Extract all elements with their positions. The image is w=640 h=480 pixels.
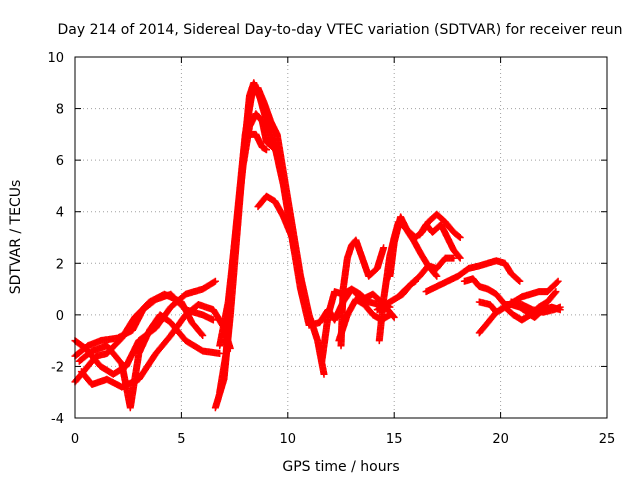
satellite-track-4	[75, 311, 224, 412]
satellite-track-19	[422, 257, 524, 296]
satellite-track-13	[337, 236, 388, 350]
data-point-marker	[198, 330, 206, 338]
data-point-marker	[386, 311, 394, 319]
data-point-marker	[516, 277, 524, 285]
x-tick-label: 5	[177, 432, 185, 447]
data-point-marker	[263, 146, 270, 154]
data-point-marker	[380, 244, 388, 252]
data-series	[71, 79, 564, 412]
satellite-track-9	[246, 130, 270, 154]
data-point-marker	[450, 254, 458, 262]
data-point-marker	[554, 277, 562, 285]
data-point-marker	[272, 147, 280, 155]
data-point-marker	[390, 313, 398, 321]
data-point-marker	[456, 234, 464, 241]
data-point-marker	[455, 253, 463, 261]
satellite-track-18	[373, 277, 419, 314]
y-tick-label: 6	[56, 154, 64, 169]
data-point-marker	[432, 271, 440, 279]
plot-frame	[74, 56, 608, 419]
data-point-marker	[552, 288, 560, 296]
satellite-track-24	[522, 303, 564, 321]
x-tick-label: 10	[280, 432, 297, 447]
y-tick-label: 4	[56, 206, 64, 221]
x-tick-label: 15	[386, 432, 403, 447]
y-axis-label: SDTVAR / TECUs	[8, 180, 24, 295]
data-point-marker	[515, 277, 523, 284]
y-tick-label: -4	[51, 412, 64, 427]
x-axis-label: GPS time / hours	[282, 459, 399, 475]
data-point-marker	[412, 277, 419, 285]
data-point-marker	[551, 289, 559, 297]
y-tick-label: 8	[56, 103, 64, 118]
data-point-marker	[433, 272, 441, 280]
data-point-marker	[455, 233, 463, 241]
data-point-marker	[199, 332, 207, 339]
x-tick-label: 20	[492, 432, 509, 447]
data-point-marker	[320, 370, 328, 378]
x-tick-label: 0	[71, 432, 79, 447]
chart-title: Day 214 of 2014, Sidereal Day-to-day VTE…	[57, 22, 622, 38]
y-tick-label: 10	[47, 51, 64, 66]
data-point-marker	[556, 306, 564, 314]
data-point-marker	[273, 148, 281, 156]
y-tick-label: 2	[56, 257, 64, 272]
data-point-marker	[553, 278, 561, 286]
y-tick-label: 0	[56, 309, 64, 324]
x-tick-label: 25	[599, 432, 616, 447]
data-point-marker	[216, 350, 224, 357]
satellite-track-16	[416, 221, 464, 262]
y-tick-label: -2	[51, 360, 64, 375]
data-point-marker	[456, 254, 464, 262]
data-point-marker	[211, 277, 219, 285]
